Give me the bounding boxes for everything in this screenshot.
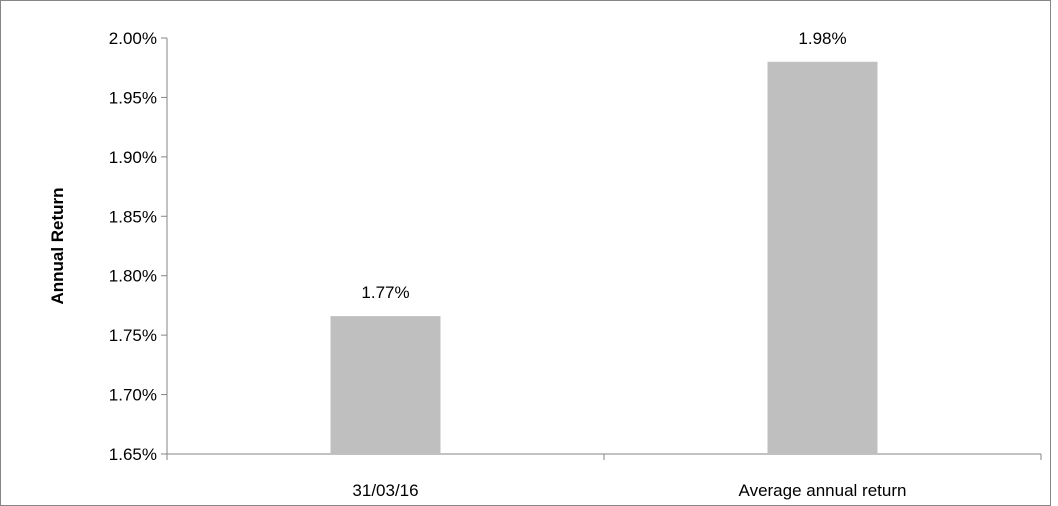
x-axis: 31/03/16 Average annual return bbox=[166, 453, 1042, 500]
bar-value-label: 1.98% bbox=[798, 29, 846, 48]
bar-value-label: 1.77% bbox=[361, 283, 409, 302]
y-axis-title: Annual Return bbox=[48, 187, 67, 304]
y-tick-label: 1.65% bbox=[109, 445, 157, 464]
bars bbox=[330, 61, 878, 455]
y-axis: 1.65% 1.70% 1.75% 1.80% 1.85% 1.90% 1.95% 2.00% bbox=[109, 29, 168, 464]
y-tick-label: 1.90% bbox=[109, 148, 157, 167]
x-tick-label: Average annual return bbox=[739, 481, 907, 500]
bar bbox=[330, 316, 441, 454]
bar bbox=[767, 61, 878, 455]
data-labels: 1.77% 1.98% bbox=[361, 29, 846, 302]
y-tick-label: 1.70% bbox=[109, 386, 157, 405]
y-tick-label: 1.80% bbox=[109, 267, 157, 286]
y-tick-label: 1.75% bbox=[109, 326, 157, 345]
y-tick-label: 2.00% bbox=[109, 29, 157, 48]
y-tick-label: 1.85% bbox=[109, 207, 157, 226]
x-tick-label: 31/03/16 bbox=[352, 481, 418, 500]
y-tick-label: 1.95% bbox=[109, 88, 157, 107]
